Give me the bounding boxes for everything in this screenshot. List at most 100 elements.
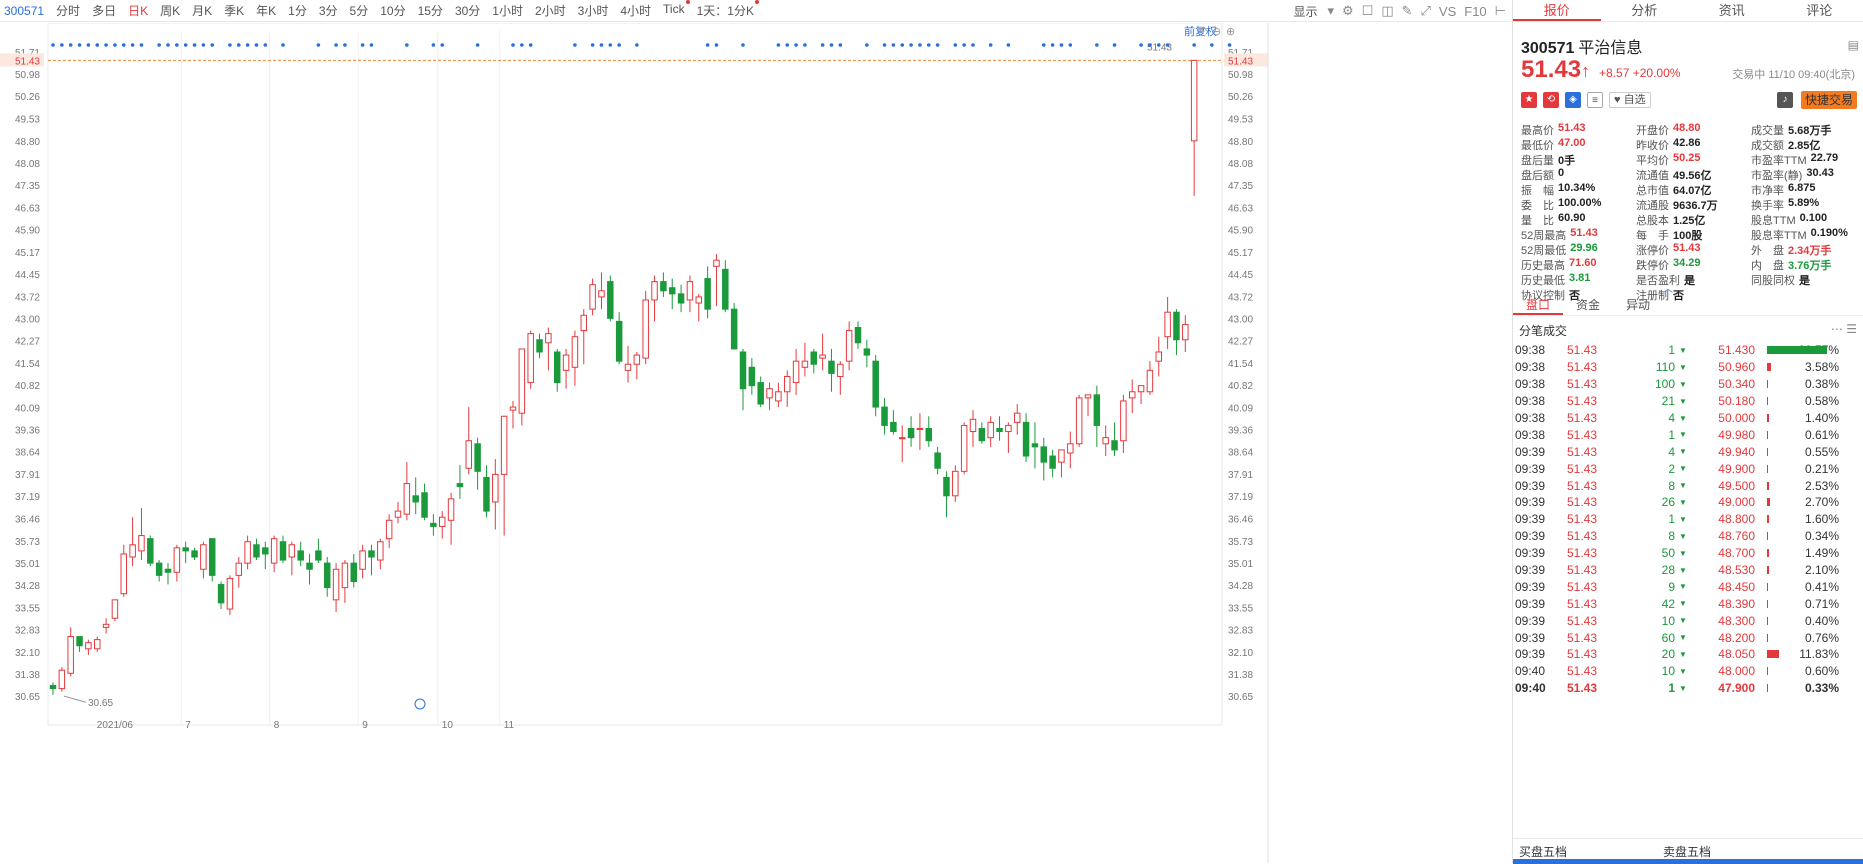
period-tab-11[interactable]: 15分 bbox=[412, 2, 449, 19]
add-watchlist-button[interactable]: ♥ 自选 bbox=[1609, 92, 1651, 108]
y-tick-right: 47.35 bbox=[1228, 181, 1253, 192]
volume-bar bbox=[1767, 634, 1797, 642]
expand-icon[interactable]: ⤢ bbox=[1417, 3, 1435, 19]
period-tab-10[interactable]: 10分 bbox=[374, 2, 411, 19]
more-icon[interactable]: ⋯ ☰ bbox=[1831, 322, 1857, 336]
tick-qty: 26 bbox=[1597, 495, 1675, 509]
bell-icon[interactable]: ♪ bbox=[1777, 92, 1793, 108]
stat-key: 成交量 bbox=[1751, 122, 1784, 137]
volume-bar bbox=[1767, 583, 1797, 591]
panel-tab-1[interactable]: 分析 bbox=[1601, 0, 1689, 21]
gear-icon[interactable]: ⚙ bbox=[1338, 3, 1358, 19]
y-tick-right: 43.72 bbox=[1228, 292, 1253, 303]
tag-icon[interactable]: ◈ bbox=[1565, 92, 1581, 108]
panel-tab-0[interactable]: 报价 bbox=[1513, 0, 1601, 21]
candle-body bbox=[77, 637, 82, 646]
zoom-out-icon[interactable]: ⊖ bbox=[1212, 26, 1221, 38]
period-tab-3[interactable]: 周K bbox=[154, 2, 186, 19]
panel-tab-2[interactable]: 资讯 bbox=[1688, 0, 1776, 21]
plot-frame bbox=[48, 23, 1222, 725]
period-tab-4[interactable]: 月K bbox=[186, 2, 218, 19]
candle-body bbox=[572, 337, 577, 368]
stat-key: 市盈率(静) bbox=[1751, 167, 1802, 182]
period-tab-12[interactable]: 30分 bbox=[449, 2, 486, 19]
stat-value: 49.56亿 bbox=[1673, 167, 1712, 182]
period-tab-18[interactable]: 1天：1分K bbox=[691, 2, 760, 19]
period-tab-8[interactable]: 3分 bbox=[313, 2, 344, 19]
tick-list[interactable]: 09:3851.431▼51.43060.77%09:3851.43110▼50… bbox=[1513, 342, 1863, 697]
candle-body bbox=[493, 474, 498, 502]
candle-body bbox=[1085, 395, 1090, 398]
f10-button[interactable]: F10 bbox=[1460, 4, 1490, 19]
volume-bar bbox=[1767, 414, 1797, 422]
period-tab-14[interactable]: 2小时 bbox=[529, 2, 572, 19]
panel-tab-3[interactable]: 评论 bbox=[1776, 0, 1863, 21]
candle-body bbox=[68, 637, 73, 674]
chevron-down-icon[interactable]: ▾ bbox=[1323, 3, 1338, 19]
period-tab-17[interactable]: Tick bbox=[657, 2, 691, 19]
period-tab-16[interactable]: 4小时 bbox=[614, 2, 657, 19]
period-tab-7[interactable]: 1分 bbox=[282, 2, 313, 19]
level-price: 48.300 bbox=[1691, 614, 1755, 628]
collapse-chevron-icon[interactable]: ︿ bbox=[1663, 280, 1673, 295]
side-menu-icon[interactable]: ▤ bbox=[1848, 38, 1859, 52]
period-tab-9[interactable]: 5分 bbox=[344, 2, 375, 19]
stat-value: 10.34% bbox=[1558, 182, 1595, 197]
pen-icon[interactable]: ✎ bbox=[1398, 3, 1417, 19]
candle-body bbox=[1138, 386, 1143, 392]
period-tab-6[interactable]: 年K bbox=[250, 2, 282, 19]
signal-dot bbox=[1139, 43, 1143, 47]
volume-bar bbox=[1767, 566, 1797, 574]
y-tick-right: 33.55 bbox=[1228, 603, 1253, 614]
note-icon[interactable]: ≡ bbox=[1587, 92, 1603, 108]
period-tab-1[interactable]: 多日 bbox=[86, 2, 122, 19]
checkbox-icon[interactable]: ☐ bbox=[1358, 3, 1378, 19]
period-tab-2[interactable]: 日K bbox=[122, 2, 154, 19]
period-tab-0[interactable]: 分时 bbox=[50, 2, 86, 19]
period-tab-15[interactable]: 3小时 bbox=[572, 2, 615, 19]
zoom-in-icon[interactable]: ⊕ bbox=[1226, 26, 1235, 38]
candle-body bbox=[121, 554, 126, 594]
fast-trade-button[interactable]: 快捷交易 bbox=[1801, 91, 1857, 109]
sub-tab-0[interactable]: 盘口 bbox=[1513, 296, 1563, 315]
stock-code-label[interactable]: 300571 bbox=[0, 4, 50, 18]
level-pct: 0.71% bbox=[1797, 597, 1839, 611]
camera-icon[interactable]: ◫ bbox=[1377, 3, 1397, 19]
volume-bar bbox=[1767, 549, 1797, 557]
candle-body bbox=[192, 551, 197, 557]
link-icon[interactable]: ⟲ bbox=[1543, 92, 1559, 108]
candle-body bbox=[616, 321, 621, 361]
candle-body bbox=[1023, 422, 1028, 456]
tick-qty: 50 bbox=[1597, 546, 1675, 560]
down-arrow-icon: ▼ bbox=[1675, 532, 1691, 541]
buy5-label[interactable]: 买盘五档 bbox=[1519, 843, 1567, 860]
vs-button[interactable]: VS bbox=[1435, 4, 1460, 19]
panel-tabs: 报价分析资讯评论 bbox=[1513, 0, 1863, 22]
signal-dot bbox=[927, 43, 931, 47]
undo-icon[interactable]: ↶ bbox=[1198, 26, 1207, 38]
y-tick-right: 37.91 bbox=[1228, 470, 1253, 481]
sub-tab-1[interactable]: 资金 bbox=[1563, 296, 1613, 315]
collapse-icon[interactable]: ⊢ bbox=[1491, 3, 1510, 19]
candle-body bbox=[970, 419, 975, 431]
stat-value: 2.34万手 bbox=[1788, 242, 1831, 257]
period-tab-13[interactable]: 1小时 bbox=[486, 2, 529, 19]
candle-body bbox=[351, 563, 356, 581]
display-menu[interactable]: 显示 bbox=[1293, 3, 1323, 20]
sell5-label[interactable]: 卖盘五档 bbox=[1663, 843, 1711, 860]
candle-body bbox=[1032, 444, 1037, 447]
stat-value: 9636.7万 bbox=[1673, 197, 1718, 212]
sub-tab-2[interactable]: 异动 bbox=[1613, 296, 1663, 315]
candle-body bbox=[457, 484, 462, 487]
kline-chart[interactable]: 51.7151.7151.4351.4350.9850.9850.2650.26… bbox=[0, 23, 1270, 863]
stat-key: 盘后量 bbox=[1521, 152, 1554, 167]
period-tab-5[interactable]: 季K bbox=[218, 2, 250, 19]
